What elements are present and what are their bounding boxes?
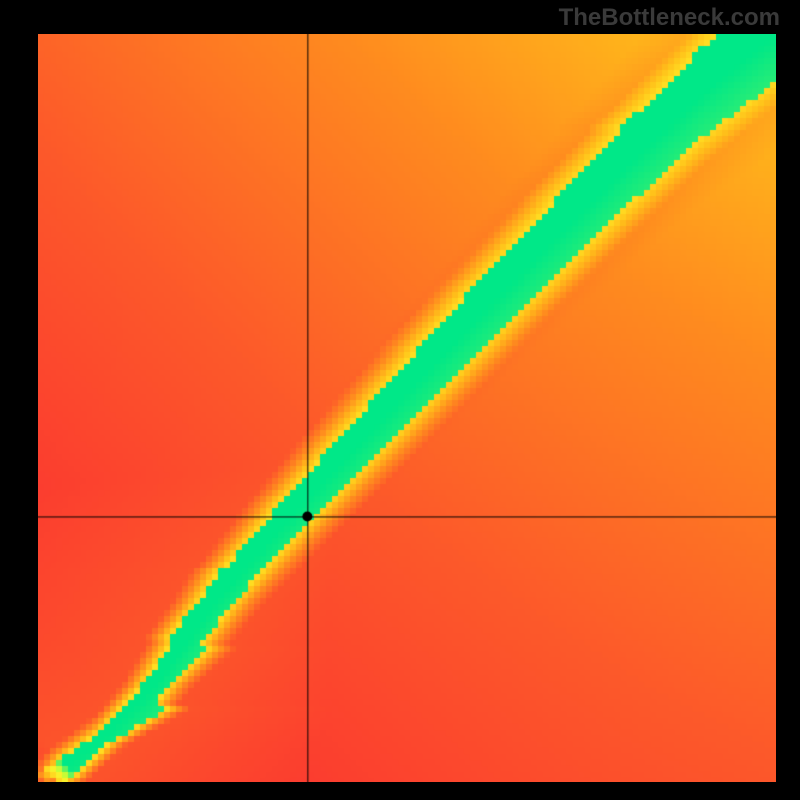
watermark-text: TheBottleneck.com (559, 4, 780, 32)
stage: TheBottleneck.com (0, 0, 800, 800)
crosshair-overlay (38, 34, 776, 782)
